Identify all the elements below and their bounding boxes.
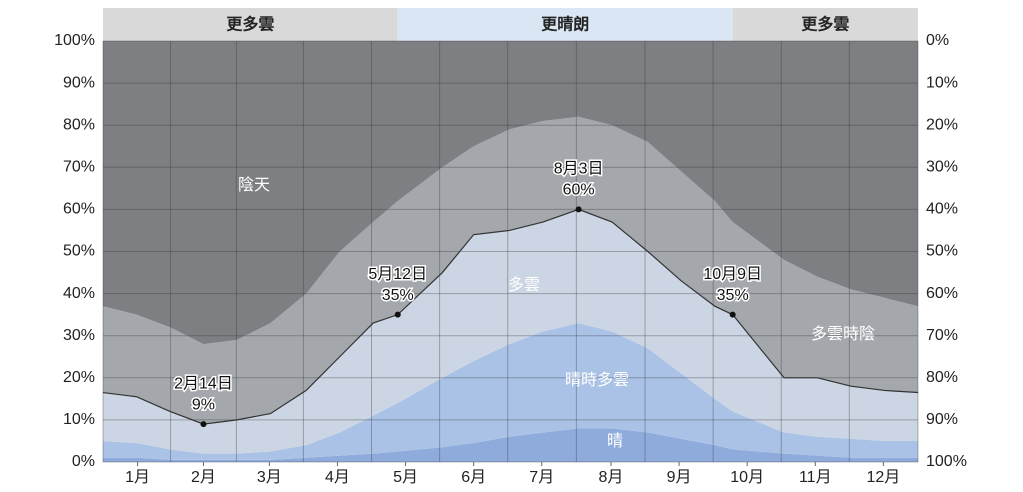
y2-tick-label: 0% <box>926 32 949 49</box>
y2-tick-label: 50% <box>926 243 958 260</box>
sky-band-label: 更晴朗 <box>541 15 589 34</box>
series-label: 陰天 <box>238 176 270 194</box>
annotation-value: 35% <box>717 287 749 304</box>
annotation-dot <box>729 311 736 318</box>
x-tick-label: 1月 <box>125 469 150 486</box>
y2-tick-label: 40% <box>926 201 958 218</box>
series-label: 多雲時陰 <box>811 325 875 343</box>
x-tick-label: 6月 <box>461 469 486 486</box>
y2-tick-label: 90% <box>926 411 958 428</box>
area <box>103 41 918 345</box>
y-tick-label: 60% <box>63 201 95 218</box>
annotation-value: 9% <box>192 396 215 413</box>
y2-tick-label: 20% <box>926 116 958 133</box>
series-label: 晴 <box>607 432 623 450</box>
x-tick-label: 3月 <box>257 469 282 486</box>
annotation-dot <box>575 206 582 213</box>
series-label: 晴時多雲 <box>565 371 629 389</box>
annotation-value: 60% <box>563 182 595 199</box>
annotation-date: 2月14日 <box>174 375 233 392</box>
annotation-date: 5月12日 <box>368 266 427 283</box>
y-tick-label: 30% <box>63 327 95 344</box>
y-tick-label: 100% <box>54 32 95 49</box>
x-tick-label: 7月 <box>529 469 554 486</box>
sky-band <box>397 8 733 41</box>
x-tick-label: 4月 <box>325 469 350 486</box>
y2-tick-label: 10% <box>926 74 958 91</box>
annotation-dot <box>200 421 207 428</box>
y2-tick-label: 60% <box>926 285 958 302</box>
y-tick-label: 70% <box>63 159 95 176</box>
y2-tick-label: 70% <box>926 327 958 344</box>
annotation-date: 8月3日 <box>554 161 604 178</box>
y-tick-label: 80% <box>63 116 95 133</box>
x-tick-label: 11月 <box>799 469 832 486</box>
x-tick-label: 8月 <box>599 469 624 486</box>
y-tick-label: 90% <box>63 74 95 91</box>
sky-band <box>103 8 398 41</box>
boundary-line <box>102 208 919 425</box>
y2-tick-label: 30% <box>926 159 958 176</box>
y-tick-label: 0% <box>72 453 95 470</box>
y2-tick-label: 100% <box>926 453 967 470</box>
sky-band <box>732 8 918 41</box>
y2-tick-label: 80% <box>926 369 958 386</box>
y-tick-label: 10% <box>63 411 95 428</box>
annotation-dot <box>394 311 401 318</box>
annotation-value: 35% <box>382 287 414 304</box>
sky-band-label: 更多雲 <box>801 15 849 34</box>
y-tick-label: 50% <box>63 243 95 260</box>
annotation-date: 10月9日 <box>703 266 762 283</box>
series-label: 多雲 <box>508 276 540 294</box>
area <box>103 209 918 454</box>
area <box>103 116 918 425</box>
x-tick-label: 2月 <box>191 469 216 486</box>
x-tick-label: 12月 <box>866 469 900 486</box>
y-tick-label: 40% <box>63 285 95 302</box>
area <box>103 323 918 460</box>
sky-band-label: 更多雲 <box>226 15 274 34</box>
x-tick-label: 5月 <box>393 469 418 486</box>
area <box>103 428 918 462</box>
y-tick-label: 20% <box>63 369 95 386</box>
x-tick-label: 9月 <box>667 469 692 486</box>
x-tick-label: 10月 <box>730 469 764 486</box>
